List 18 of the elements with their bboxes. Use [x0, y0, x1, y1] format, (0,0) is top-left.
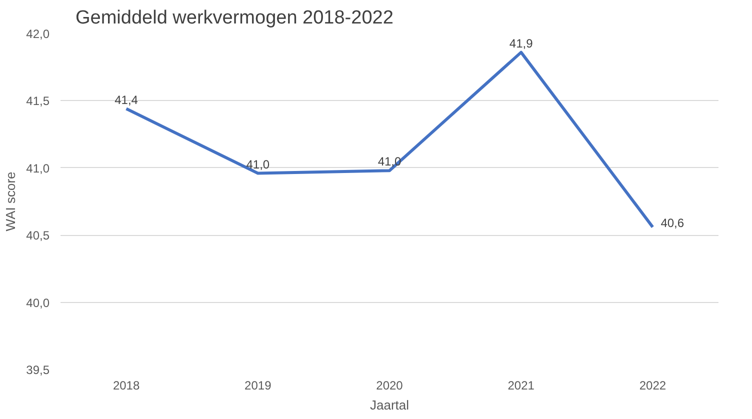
y-axis-title: WAI score — [3, 172, 18, 232]
y-tick-label: 41,5 — [26, 94, 50, 108]
x-tick-label: 2022 — [639, 378, 666, 392]
x-tick-label: 2020 — [376, 378, 404, 392]
data-label: 41,0 — [246, 157, 270, 172]
x-tick-label: 2018 — [112, 378, 140, 392]
y-tick-label: 40,5 — [26, 228, 50, 243]
y-tick-label: 42,0 — [26, 27, 50, 41]
y-tick-label: 39,5 — [26, 363, 50, 377]
data-label: 40,6 — [660, 216, 684, 230]
x-tick-label: 2019 — [244, 378, 272, 392]
data-label: 41,4 — [114, 92, 138, 107]
chart-title: Gemiddeld werkvermogen 2018-2022 — [76, 8, 394, 28]
y-tick-label: 40,0 — [26, 296, 50, 310]
x-axis-title: Jaartal — [370, 398, 410, 412]
x-tick-label: 2021 — [508, 378, 535, 392]
y-tick-label: 41,0 — [26, 161, 50, 176]
data-label: 41,9 — [509, 36, 534, 50]
